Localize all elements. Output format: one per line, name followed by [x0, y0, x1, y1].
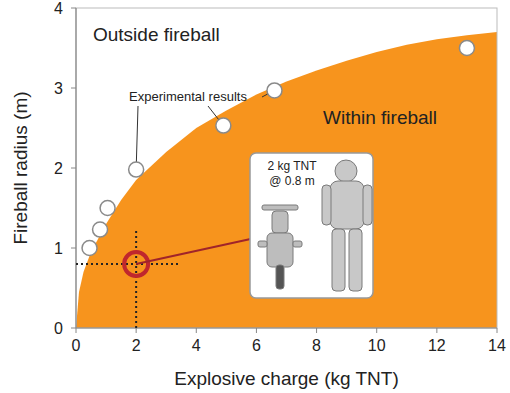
y-tick: [71, 168, 76, 169]
y-tick-label: 4: [54, 0, 63, 17]
experimental-point: [129, 162, 144, 177]
x-tick-label: 12: [428, 337, 446, 354]
x-tick: [376, 328, 377, 333]
arm: [322, 185, 331, 225]
x-tick: [497, 328, 498, 333]
wheel: [276, 265, 284, 289]
x-tick-label: 2: [132, 337, 141, 354]
leg: [349, 229, 362, 291]
experimental-point: [82, 241, 97, 256]
x-tick-label: 10: [368, 337, 386, 354]
x-tick-label: 8: [312, 337, 321, 354]
marks: [76, 41, 474, 329]
inset-text: 2 kg TNT: [267, 159, 317, 173]
inset-text: @ 0.8 m: [269, 174, 315, 188]
x-tick-label: 14: [488, 337, 506, 354]
y-tick-label: 1: [54, 240, 63, 257]
leader-line: [208, 106, 218, 119]
x-tick: [136, 328, 137, 333]
y-tick: [71, 248, 76, 249]
x-tick: [436, 328, 437, 333]
experimental-label: Experimental results: [129, 89, 247, 104]
x-axis-title: Explosive charge (kg TNT): [174, 368, 399, 389]
fireball-area: [76, 32, 497, 328]
experimental-point: [93, 222, 108, 237]
headlight: [272, 211, 288, 233]
x-tick: [76, 328, 77, 333]
handlebar: [262, 205, 298, 210]
experimental-point: [100, 201, 115, 216]
y-tick: [71, 88, 76, 89]
mirror: [258, 241, 267, 247]
leader-line: [136, 106, 138, 162]
leader-line: [262, 94, 267, 97]
y-tick-label: 2: [54, 160, 63, 177]
x-tick: [316, 328, 317, 333]
inset-box: [250, 153, 373, 298]
mirror: [293, 241, 302, 247]
x-tick-label: 0: [72, 337, 81, 354]
experimental-point: [216, 118, 231, 133]
crosshair-h: [76, 263, 178, 265]
y-axis-title: Fireball radius (m): [10, 91, 31, 244]
outside-label: Outside fireball: [93, 24, 220, 45]
engine: [267, 233, 293, 267]
helmet: [335, 160, 357, 182]
x-tick-label: 6: [252, 337, 261, 354]
x-tick: [256, 328, 257, 333]
x-tick: [196, 328, 197, 333]
y-tick: [71, 8, 76, 9]
y-tick-label: 3: [54, 80, 63, 97]
y-tick-label: 0: [54, 320, 63, 337]
plot-frame: [76, 8, 497, 328]
chart: 0246810121401234Explosive charge (kg TNT…: [0, 0, 510, 393]
arm: [363, 185, 372, 225]
x-tick-label: 4: [192, 337, 201, 354]
x-axis-line: [76, 327, 497, 328]
torso: [330, 181, 364, 229]
bomb-suit-icon: [322, 160, 372, 291]
plot-area: [76, 32, 497, 328]
crosshair-v: [135, 229, 137, 328]
leg: [332, 229, 345, 291]
motorcycle-icon: [258, 205, 302, 289]
experimental-point: [459, 41, 474, 56]
y-tick: [71, 328, 76, 329]
experimental-point: [267, 83, 282, 98]
within-label: Within fireball: [323, 107, 437, 128]
